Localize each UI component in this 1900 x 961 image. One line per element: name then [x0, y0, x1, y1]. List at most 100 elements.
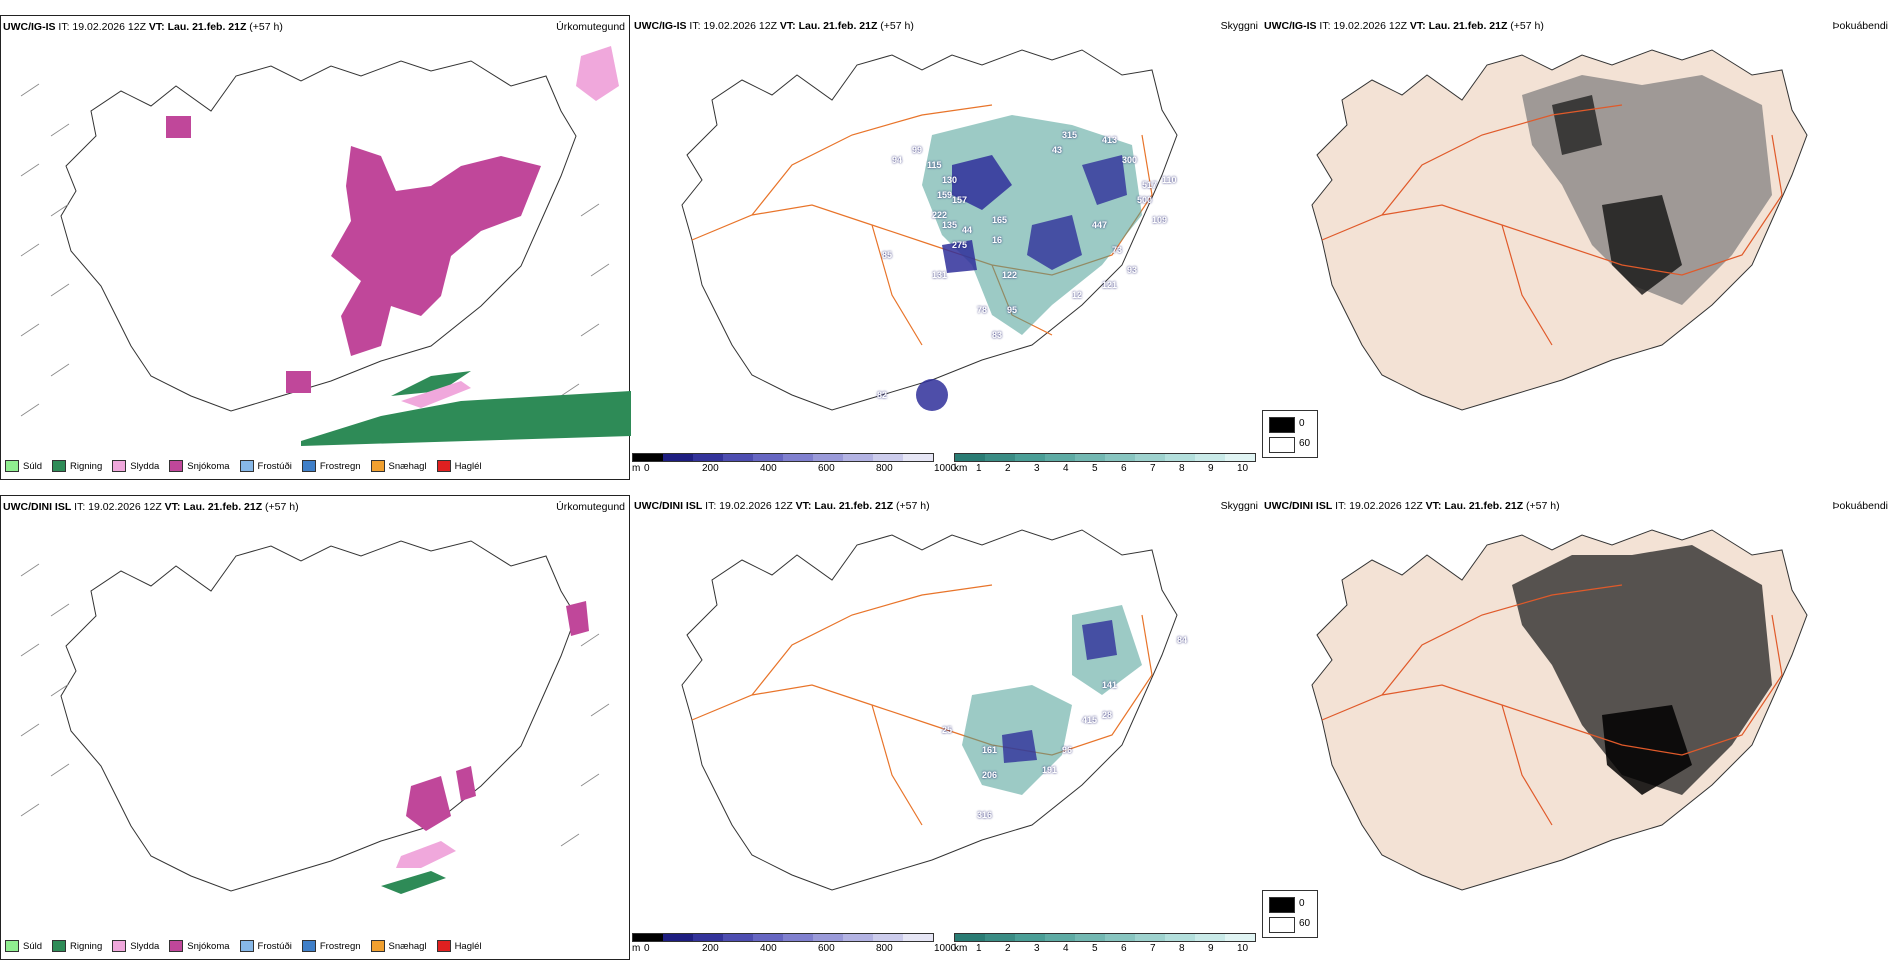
fog-key-black-swatch: [1269, 897, 1295, 913]
legend-item: Frostregn: [301, 460, 361, 472]
visibility-height-label: 415: [1082, 715, 1098, 725]
legend-label: Snjókoma: [187, 940, 230, 952]
visibility-tick: 4: [1063, 943, 1069, 954]
fog-index-panel-ig: UWC/IG-IS IT: 19.02.2026 12Z VT: Lau. 21…: [1262, 15, 1892, 480]
legend-swatch: [301, 460, 316, 472]
visibility-tick: 10: [1237, 943, 1249, 954]
visibility-height-label: 73: [1112, 245, 1123, 255]
legend-label: Haglél: [454, 940, 482, 952]
visibility-height-label: 115: [927, 160, 942, 170]
visibility-height-label: 121: [1102, 280, 1118, 290]
visibility-height-label: 141: [1102, 680, 1118, 690]
fog-key-label: 60: [1299, 918, 1311, 929]
visibility-tick: 2: [1005, 943, 1011, 954]
visibility-height-label: 16: [992, 235, 1003, 245]
precip-legend: Súld Rigning Slydda Snjókoma Frostúði Frostre…: [5, 940, 482, 952]
visibility-height-label: 93: [1127, 265, 1138, 275]
visibility-height-label: 222: [932, 210, 948, 220]
visibility-height-label: 85: [882, 250, 893, 260]
visibility-height-label: 83: [992, 330, 1003, 340]
height-unit: m: [632, 463, 641, 474]
legend-label: Frostregn: [319, 460, 361, 472]
legend-item: Snæhagl: [370, 460, 427, 472]
visibility-height-label: 315: [1062, 130, 1078, 140]
panel-header: UWC/DINI ISL IT: 19.02.2026 12Z VT: Lau.…: [1264, 500, 1560, 512]
legend-label: Súld: [23, 460, 43, 472]
panel-title: Þokuábendi: [1832, 20, 1888, 32]
legend-label: Frostúði: [257, 460, 292, 472]
legend-label: Snjókoma: [187, 460, 230, 472]
height-scale: m 0 200 400 600 800 1000 km 1 2 3 4 5 6 7 8 9 10: [632, 435, 1262, 475]
legend-swatch: [370, 940, 385, 952]
visibility-map: [681, 529, 1178, 891]
visibility-height-label: 413: [1102, 135, 1118, 145]
visibility-height-label: 165: [992, 215, 1008, 225]
sleet-area: [396, 841, 456, 868]
legend-label: Snæhagl: [388, 940, 427, 952]
height-colorbar: [632, 933, 934, 942]
legend-item: Snjókoma: [169, 460, 230, 472]
panel-header: UWC/IG-IS IT: 19.02.2026 12Z VT: Lau. 21…: [634, 20, 914, 32]
panel-header: UWC/DINI ISL IT: 19.02.2026 12Z VT: Lau.…: [634, 500, 930, 512]
panel-title: Skyggni: [1220, 20, 1258, 32]
legend-swatch: [169, 460, 184, 472]
legend-swatch: [370, 460, 385, 472]
legend-swatch: [52, 460, 67, 472]
fog-key-white-swatch: [1269, 437, 1295, 453]
legend-swatch: [239, 940, 254, 952]
height-tick: 600: [818, 463, 835, 474]
panel-title: Úrkomutegund: [556, 501, 625, 513]
rain-area: [381, 871, 446, 894]
visibility-map: [681, 49, 1178, 411]
visibility-height-label: 135: [942, 220, 958, 230]
visibility-height-label: 161: [982, 745, 998, 755]
legend-item: Súld: [5, 460, 42, 472]
visibility-height-label: 206: [982, 770, 998, 780]
legend-item: Súld: [5, 940, 42, 952]
visibility-height-label: 191: [1042, 765, 1058, 775]
sleet-area: [401, 46, 619, 408]
visibility-height-label: 275: [952, 240, 968, 250]
legend-swatch: [112, 940, 127, 952]
visibility-tick: 5: [1092, 463, 1098, 474]
visibility-panel-ig: UWC/IG-IS IT: 19.02.2026 12Z VT: Lau. 21…: [632, 15, 1262, 480]
visibility-height-label: 43: [1052, 145, 1063, 155]
visibility-tick: 8: [1179, 463, 1185, 474]
legend-item: Haglél: [436, 940, 482, 952]
visibility-tick: 3: [1034, 463, 1040, 474]
visibility-shading: [962, 605, 1142, 795]
legend-item: Slydda: [112, 940, 159, 952]
fog-key: 0 60: [1262, 890, 1318, 938]
visibility-tick: 10: [1237, 463, 1249, 474]
legend-item: Frostúði: [239, 460, 292, 472]
panel-header: UWC/IG-IS IT: 19.02.2026 12Z VT: Lau. 21…: [3, 21, 283, 33]
panel-title: Þokuábendi: [1832, 500, 1888, 512]
visibility-height-label: 159: [937, 190, 953, 200]
legend-item: Rigning: [52, 940, 102, 952]
visibility-height-label: 82: [877, 390, 888, 400]
height-tick: 1000: [934, 943, 957, 954]
height-tick: 800: [876, 463, 893, 474]
legend-label: Slydda: [130, 460, 160, 472]
visibility-tick: 3: [1034, 943, 1040, 954]
rain-area: [301, 371, 631, 446]
fog-key-white-swatch: [1269, 917, 1295, 933]
legend-item: Slydda: [112, 460, 159, 472]
panel-header: UWC/DINI ISL IT: 19.02.2026 12Z VT: Lau.…: [3, 501, 299, 513]
fog-index-panel-dini: UWC/DINI ISL IT: 19.02.2026 12Z VT: Lau.…: [1262, 495, 1892, 960]
panel-title: Skyggni: [1220, 500, 1258, 512]
visibility-tick: 9: [1208, 463, 1214, 474]
visibility-height-label: 131: [932, 270, 948, 280]
legend-swatch: [239, 460, 254, 472]
snow-area: [406, 601, 589, 831]
precip-type-map: [20, 46, 631, 446]
height-tick: 200: [702, 463, 719, 474]
visibility-tick: 8: [1179, 943, 1185, 954]
wind-barbs: [20, 83, 610, 417]
visibility-colorbar: [954, 453, 1256, 462]
fog-key-label: 0: [1299, 898, 1305, 909]
visibility-height-label: 109: [1152, 215, 1168, 225]
visibility-tick: 1: [976, 463, 982, 474]
iceland-outline: [60, 60, 577, 412]
road-network: [691, 584, 1153, 826]
